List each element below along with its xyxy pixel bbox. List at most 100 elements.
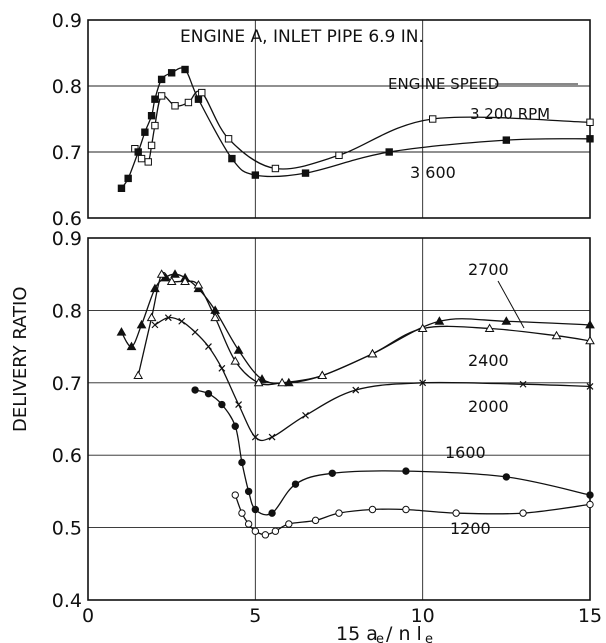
data-point: [218, 364, 226, 372]
series-2700: [116, 269, 595, 387]
data-point: [429, 115, 437, 123]
series-3600: [117, 65, 594, 193]
data-point: [170, 269, 180, 278]
y-tick-label: 0.8: [52, 76, 82, 98]
label-1600: 1600: [445, 443, 486, 462]
data-point: [335, 151, 343, 160]
curve-labels: ENGINE A, INLET PIPE 6.9 IN. ENGINE SPEE…: [10, 27, 578, 643]
data-point: [228, 154, 236, 163]
data-point: [124, 174, 132, 183]
series-2000: [151, 314, 594, 442]
y-tick-label: 0.7: [52, 373, 82, 395]
label-3200: 3 200 RPM: [470, 105, 550, 123]
data-point: [261, 531, 270, 539]
data-point: [144, 158, 152, 166]
data-point: [210, 312, 221, 322]
y-tick-label: 0.7: [52, 142, 82, 164]
data-point: [301, 169, 310, 177]
data-point: [157, 75, 166, 84]
x-tick-label: 15: [578, 605, 602, 627]
data-point: [585, 335, 595, 345]
data-point: [156, 269, 167, 278]
data-point: [151, 95, 159, 103]
data-point: [251, 505, 260, 514]
data-point: [586, 135, 594, 143]
data-point: [141, 128, 149, 136]
data-point: [502, 473, 511, 481]
data-point: [368, 505, 377, 514]
series-line: [234, 494, 591, 536]
data-point: [268, 509, 276, 517]
data-point: [251, 527, 260, 535]
legend-title: ENGINE SPEED: [388, 75, 499, 93]
data-point: [146, 312, 157, 322]
data-point: [198, 88, 206, 97]
data-point: [317, 370, 328, 380]
data-point: [484, 323, 495, 332]
data-point: [147, 141, 156, 150]
label-2000: 2000: [468, 397, 509, 416]
data-point: [166, 276, 177, 285]
data-point: [251, 433, 259, 441]
svg-text:/ n l: / n l: [386, 623, 422, 643]
plot-frame: [87, 237, 591, 601]
data-point: [147, 112, 156, 120]
data-point: [311, 516, 320, 525]
top-panel: 0.6 0.7 0.8 0.9: [52, 10, 594, 230]
data-point: [193, 280, 204, 289]
data-point: [180, 276, 190, 285]
y-tick-label: 0.6: [52, 208, 82, 230]
svg-text:e: e: [376, 632, 384, 643]
data-point: [251, 171, 260, 179]
data-point: [268, 433, 276, 441]
data-point: [586, 118, 594, 126]
data-point: [117, 184, 126, 193]
data-point: [151, 321, 159, 329]
bottom-panel: 0.4 0.5 0.6 0.7 0.8 0.9 0 5 10 15: [52, 228, 602, 627]
data-point: [585, 319, 595, 329]
data-point: [271, 164, 280, 173]
data-point: [434, 316, 445, 325]
y-tick-label: 0.6: [52, 445, 82, 467]
data-point: [238, 509, 246, 517]
data-point: [302, 411, 309, 419]
data-point: [137, 154, 146, 163]
data-point: [184, 98, 193, 107]
data-point: [191, 386, 199, 394]
y-tick-label: 0.9: [52, 228, 82, 250]
data-point: [157, 92, 166, 100]
label-2700-leader: [497, 280, 525, 329]
data-point: [244, 520, 253, 528]
series-line: [137, 271, 591, 386]
data-point: [419, 379, 427, 387]
svg-text:15 a: 15 a: [336, 623, 378, 643]
data-point: [218, 400, 226, 409]
x-tick-label: 5: [249, 605, 261, 627]
y-axis-label: DELIVERY RATIO: [10, 287, 31, 433]
svg-text:e: e: [425, 632, 433, 643]
data-point: [171, 102, 179, 110]
data-point: [181, 65, 189, 74]
data-point: [194, 95, 203, 103]
data-point: [136, 319, 147, 329]
data-point: [586, 382, 594, 390]
x-tick-label: 0: [82, 605, 94, 627]
data-point: [224, 135, 233, 143]
data-point: [231, 491, 239, 499]
data-point: [519, 380, 527, 388]
data-point: [151, 121, 159, 130]
y-tick-label: 0.4: [52, 590, 82, 612]
y-tick-label: 0.5: [52, 518, 82, 540]
data-point: [230, 356, 241, 365]
label-3600: 3 600: [410, 163, 456, 182]
data-point: [586, 491, 594, 499]
data-point: [126, 341, 137, 351]
data-point: [417, 323, 428, 332]
y-tick-label: 0.9: [52, 10, 82, 32]
data-point: [328, 469, 337, 477]
series-1200: [231, 491, 594, 539]
x-tick-label: 10: [411, 605, 435, 627]
data-point: [238, 458, 246, 467]
data-point: [501, 316, 512, 325]
data-point: [204, 389, 213, 398]
